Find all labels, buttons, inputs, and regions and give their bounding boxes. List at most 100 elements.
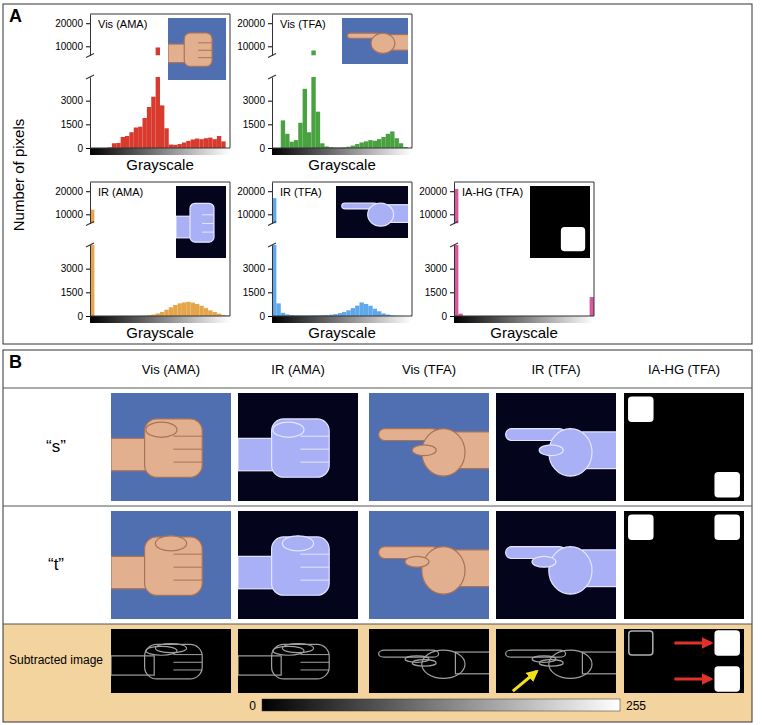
- bar: [360, 302, 364, 316]
- finger-line: [198, 50, 212, 51]
- bar: [373, 141, 377, 148]
- y-axis-title: Number of pixels: [10, 119, 27, 232]
- bar: [208, 310, 212, 316]
- axis-break: [86, 75, 94, 79]
- finger-line: [198, 57, 212, 58]
- y-tick-mark: [268, 269, 272, 270]
- y-tick-mark: [268, 191, 272, 192]
- y-tick-mark: [86, 148, 90, 149]
- bar: [129, 132, 133, 148]
- y-tick-mark: [86, 101, 90, 102]
- plot-frame: [90, 14, 230, 15]
- bar: [364, 141, 368, 148]
- y-tick: 20000: [55, 186, 90, 197]
- bar: [182, 302, 186, 316]
- bar: [386, 134, 390, 148]
- finger-line: [300, 654, 329, 655]
- finger-line: [173, 669, 202, 670]
- bar: [368, 140, 372, 148]
- column-header: IR (AMA): [271, 362, 324, 377]
- y-tick: 20000: [237, 18, 272, 29]
- plot-frame: [230, 182, 231, 316]
- image: [238, 393, 358, 501]
- x-axis-grayscale: [272, 316, 412, 323]
- histogram: 0150030001000020000Vis (TFA)Grayscale: [237, 14, 412, 173]
- bar: [355, 144, 359, 148]
- bar: [138, 127, 142, 148]
- y-axis: 015003000: [61, 245, 91, 321]
- bar: [134, 127, 138, 148]
- bar: [316, 112, 320, 148]
- y-tick-label: 20000: [237, 18, 265, 29]
- histogram: 0150030001000020000IR (TFA)Grayscale: [237, 48, 412, 341]
- fist: [422, 650, 465, 678]
- bar: [143, 118, 147, 148]
- colorbar-label: 255: [626, 699, 646, 713]
- y-tick-mark: [86, 191, 90, 192]
- image: [369, 393, 489, 501]
- bar: [307, 132, 311, 148]
- y-axis: 015003000: [425, 245, 455, 321]
- bar: [160, 105, 164, 148]
- bar: [373, 309, 377, 316]
- y-tick-mark: [450, 214, 454, 215]
- x-axis-grayscale: [90, 316, 230, 323]
- finger-line: [173, 436, 202, 437]
- bar: [360, 142, 364, 148]
- bar: [160, 312, 164, 316]
- y-axis: 10000 20000: [237, 15, 272, 57]
- figure: ANumber of pixels0150030001000020000Vis …: [0, 0, 762, 725]
- marker-square: [629, 631, 653, 655]
- y-tick-mark: [86, 269, 90, 270]
- image: [624, 629, 744, 693]
- y-axis-line: [90, 183, 91, 225]
- y-tick-label: 3000: [425, 263, 448, 274]
- arrow: [674, 642, 711, 645]
- bar: [173, 305, 177, 316]
- image-background: [238, 629, 358, 693]
- marker-square: [629, 397, 653, 421]
- bar: [346, 310, 350, 316]
- finger-line: [300, 436, 329, 437]
- x-axis-title: Grayscale: [126, 324, 194, 341]
- bar: [90, 245, 94, 316]
- bar: [164, 310, 168, 316]
- x-axis-grayscale: [272, 148, 412, 155]
- histogram: 0150030001000020000IR (AMA)Grayscale: [55, 127, 230, 341]
- bar: [381, 137, 385, 148]
- image: [342, 18, 408, 64]
- image-background: [238, 393, 358, 501]
- fist: [422, 547, 465, 595]
- bar: [208, 138, 212, 148]
- bar: [390, 131, 394, 148]
- y-tick: 10000: [237, 41, 272, 52]
- colorbar: [262, 699, 620, 711]
- image: [530, 186, 590, 258]
- plot-frame: [594, 182, 595, 316]
- row-label: Subtracted image: [9, 653, 103, 667]
- x-axis-title: Grayscale: [490, 324, 558, 341]
- image-background: [238, 511, 358, 619]
- finger-line: [300, 554, 329, 555]
- fist: [184, 33, 212, 66]
- thumb: [532, 556, 556, 567]
- y-tick: 0: [259, 311, 272, 322]
- image-background: [624, 629, 744, 693]
- y-axis: 1000020000: [55, 183, 90, 225]
- finger-line: [300, 567, 329, 568]
- panel-label: B: [9, 352, 22, 372]
- y-tick: 0: [77, 311, 90, 322]
- bar: [395, 138, 399, 148]
- y-tick-label: 10000: [237, 209, 265, 220]
- bar: [272, 245, 276, 316]
- y-axis-line: [90, 15, 91, 57]
- y-tick: 3000: [243, 263, 272, 274]
- image-background: [111, 393, 231, 501]
- plot-frame: [272, 182, 412, 183]
- finger-line: [173, 580, 202, 581]
- thumb: [412, 445, 436, 456]
- x-axis-line: [90, 316, 230, 317]
- finger-line: [173, 462, 202, 463]
- bar: [377, 311, 381, 316]
- chart-title: IA-HG (TFA): [462, 186, 523, 198]
